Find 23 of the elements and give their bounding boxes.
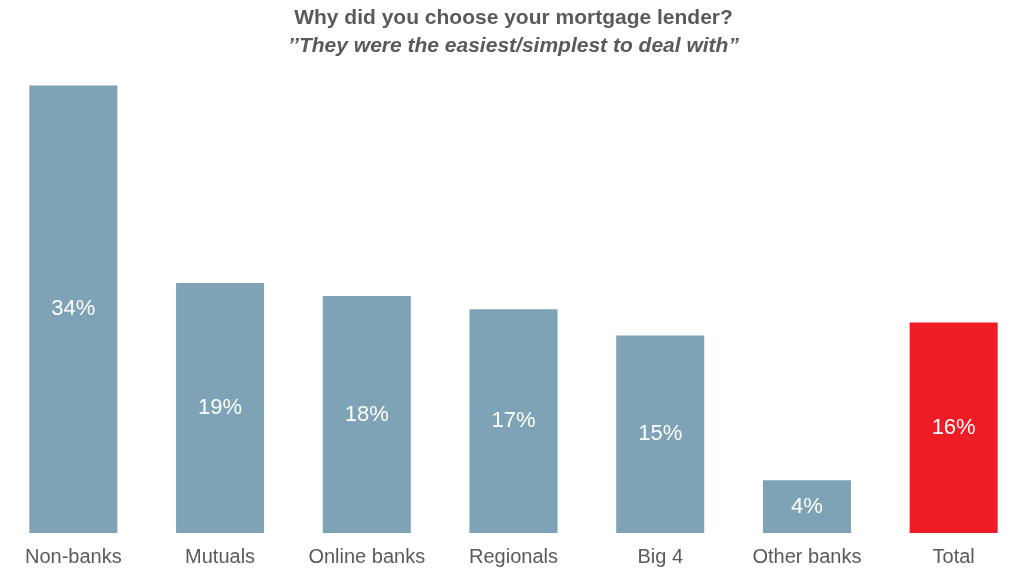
bar <box>176 282 265 533</box>
chart-subtitle: ’’They were the easiest/simplest to deal with” <box>288 32 740 56</box>
x-tick-label: Total <box>932 544 975 567</box>
data-label: 15% <box>638 420 683 446</box>
x-tick-label: Other banks <box>752 544 862 567</box>
data-label: 34% <box>51 295 96 321</box>
bar <box>616 335 705 533</box>
data-label: 17% <box>491 407 536 433</box>
x-tick-label: Non-banks <box>25 544 122 567</box>
x-tick-label: Online banks <box>308 544 426 567</box>
bar <box>762 480 851 533</box>
bar <box>322 296 411 533</box>
data-label: 16% <box>931 413 976 439</box>
x-tick-label: Big 4 <box>637 544 684 567</box>
bar <box>29 85 118 533</box>
data-label: 19% <box>198 394 243 420</box>
data-label: 4% <box>791 492 823 518</box>
x-tick-label: Regionals <box>469 544 558 567</box>
x-tick-label: Mutuals <box>185 544 256 567</box>
chart-title: Why did you choose your mortgage lender? <box>294 5 733 29</box>
data-label: 18% <box>344 400 389 426</box>
bar <box>909 322 998 533</box>
bar <box>469 309 558 533</box>
